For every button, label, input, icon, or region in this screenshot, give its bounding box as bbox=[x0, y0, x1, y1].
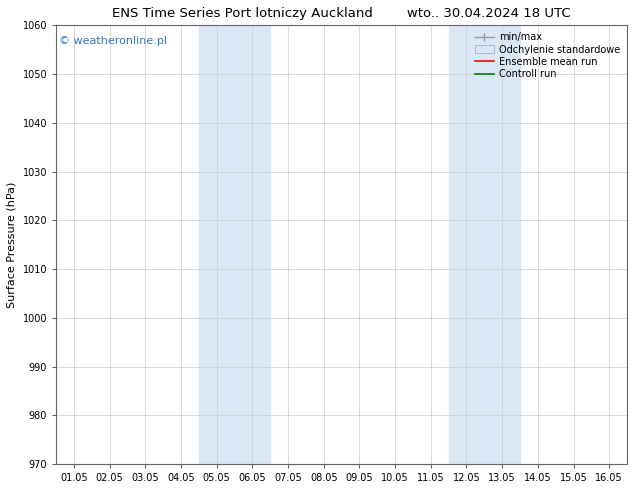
Title: ENS Time Series Port lotniczy Auckland        wto.. 30.04.2024 18 UTC: ENS Time Series Port lotniczy Auckland w… bbox=[112, 7, 571, 20]
Bar bbox=[449, 25, 520, 464]
Y-axis label: Surface Pressure (hPa): Surface Pressure (hPa) bbox=[7, 181, 17, 308]
Bar bbox=[199, 25, 270, 464]
Legend: min/max, Odchylenie standardowe, Ensemble mean run, Controll run: min/max, Odchylenie standardowe, Ensembl… bbox=[473, 30, 622, 81]
Text: © weatheronline.pl: © weatheronline.pl bbox=[59, 36, 167, 46]
